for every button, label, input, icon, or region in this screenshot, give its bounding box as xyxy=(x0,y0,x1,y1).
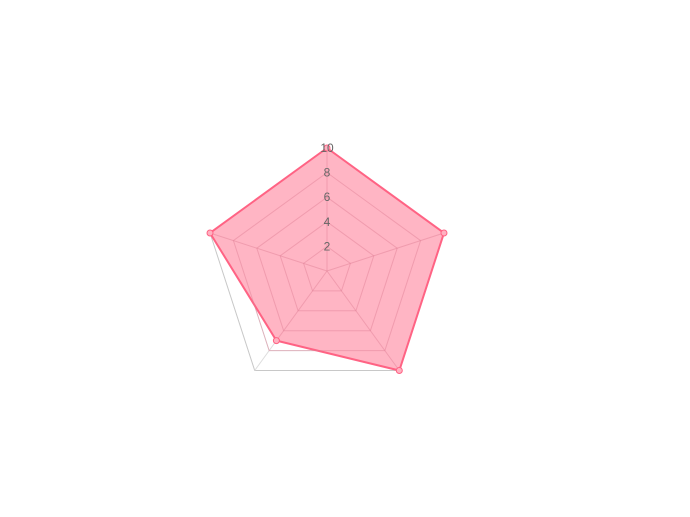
tick-label-8: 8 xyxy=(324,166,331,180)
series-1-area xyxy=(209,147,445,372)
tick-label-2: 2 xyxy=(324,239,331,253)
tick-label-6: 6 xyxy=(324,190,331,204)
series-1-point-2 xyxy=(440,229,448,237)
tick-label-4: 4 xyxy=(324,215,331,229)
spoke-overlay-2 xyxy=(326,232,445,272)
grid-ring-overlay-4 xyxy=(279,221,375,312)
grid-ring-overlay-2 xyxy=(303,245,351,292)
series-1-point-4 xyxy=(272,337,280,345)
series-1-point-5 xyxy=(206,229,214,237)
grid-ring-overlay-6 xyxy=(256,196,398,332)
spoke-overlay-3 xyxy=(326,270,400,371)
grid-ring-overlay-8 xyxy=(232,171,422,352)
spoke-overlay-4 xyxy=(275,270,328,341)
series-1-point-1 xyxy=(323,144,331,152)
tick-label-10: 10 xyxy=(320,141,334,155)
radar-series xyxy=(206,144,448,375)
series-1-point-3 xyxy=(395,367,403,375)
radar-tick-labels: 2 4 6 8 10 xyxy=(320,141,334,253)
spoke-overlay-5 xyxy=(209,232,328,272)
